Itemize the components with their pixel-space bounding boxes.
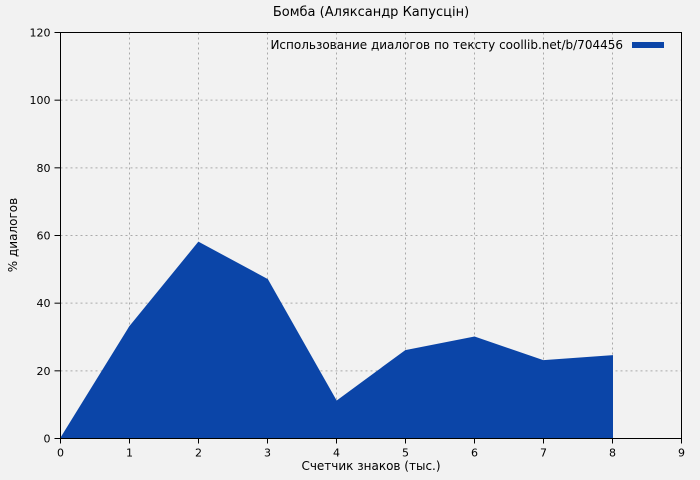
- x-tick-label: 9: [678, 447, 685, 460]
- x-tick-label: 7: [540, 447, 547, 460]
- x-tick-label: 1: [126, 447, 133, 460]
- y-tick-label: 20: [37, 365, 51, 378]
- y-tick-label: 0: [44, 433, 51, 446]
- y-tick-label: 40: [37, 297, 51, 310]
- area-series: [59, 241, 613, 439]
- x-tick-label: 8: [609, 447, 616, 460]
- gridlines: [60, 32, 682, 439]
- y-tick-label: 80: [37, 162, 51, 175]
- y-tick-label: 100: [30, 94, 51, 107]
- legend-swatch: [632, 42, 664, 48]
- axis-ticks: [54, 32, 682, 444]
- x-tick-label: 5: [402, 447, 409, 460]
- x-tick-label: 6: [471, 447, 478, 460]
- x-tick-label: 4: [333, 447, 340, 460]
- chart-title: Бомба (Аляксандр Капусцін): [272, 5, 470, 20]
- x-axis-label: Счетчик знаков (тыс.): [301, 459, 441, 473]
- y-tick-label: 60: [37, 230, 51, 243]
- legend-label: Использование диалогов по тексту coollib…: [270, 38, 623, 52]
- tick-labels: 0 1 2 3 4 5 6 7 8 9 0 20 40 60 80 100 120: [30, 27, 686, 460]
- x-tick-label: 3: [264, 447, 271, 460]
- y-tick-label: 120: [30, 27, 51, 40]
- x-tick-label: 0: [57, 447, 64, 460]
- x-tick-label: 2: [195, 447, 202, 460]
- legend: Использование диалогов по тексту coollib…: [270, 38, 664, 52]
